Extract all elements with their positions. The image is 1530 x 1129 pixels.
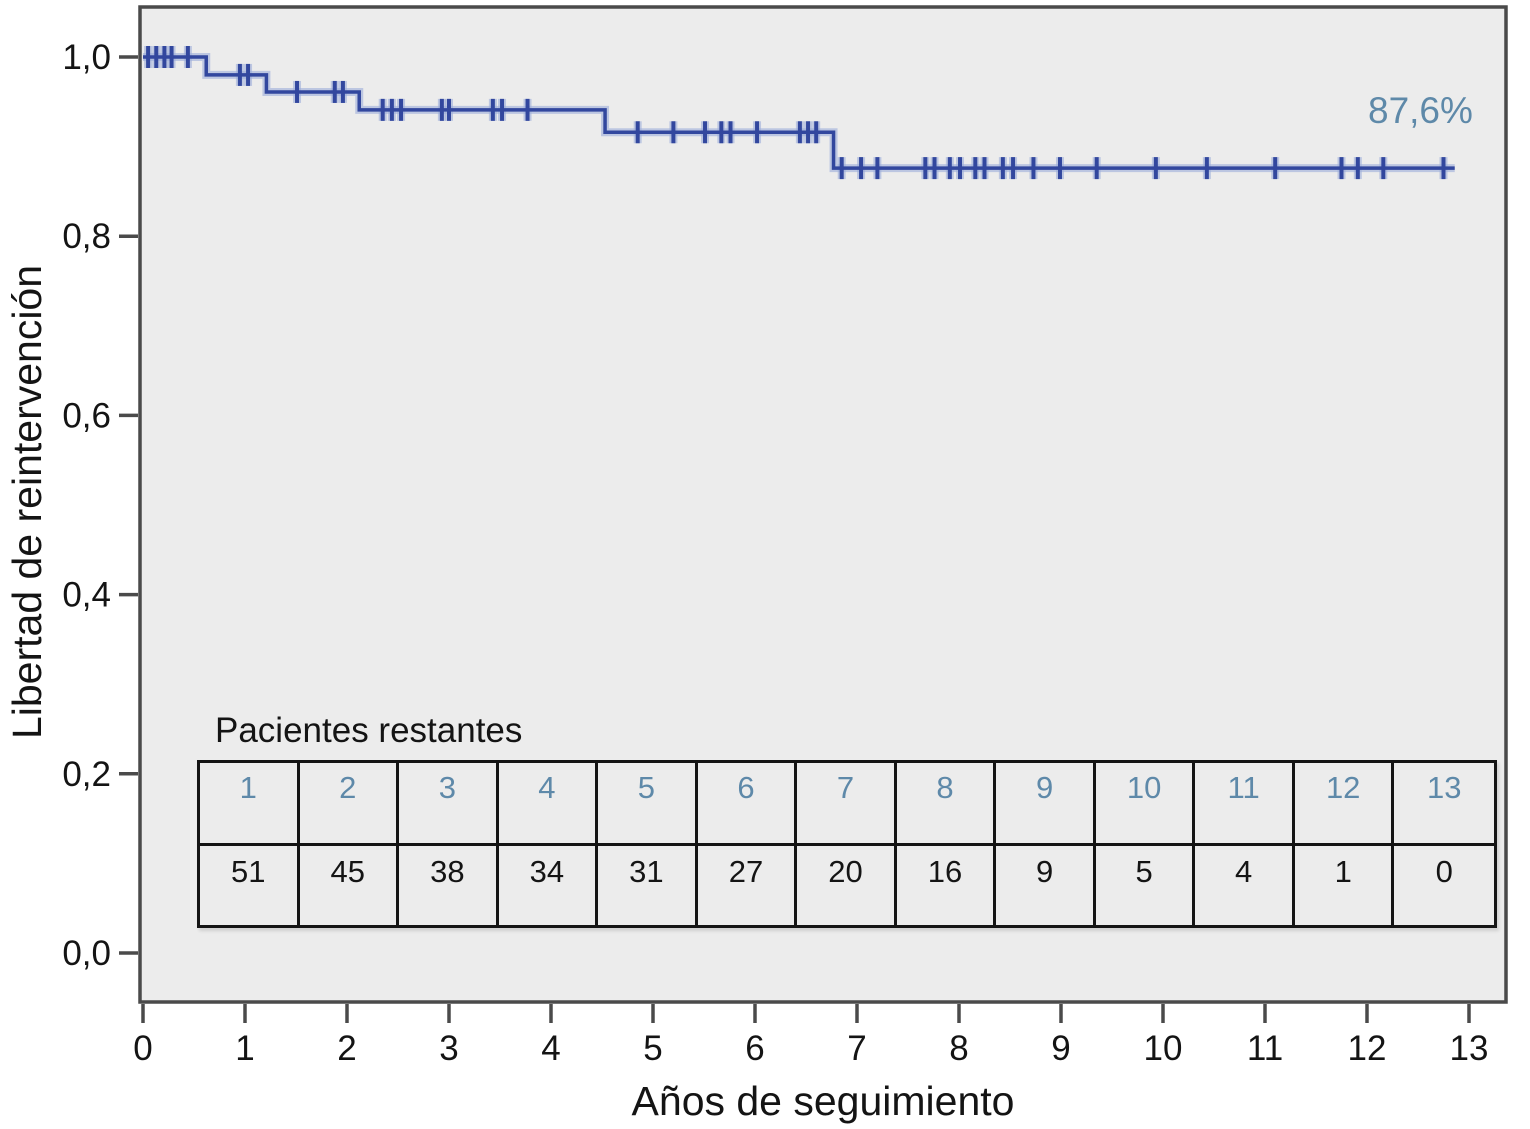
x-tick-label: 4 [541,1029,560,1068]
y-tick-label: 0,4 [62,576,111,615]
at-risk-count-cell: 0 [1435,854,1453,889]
x-tick-label: 0 [133,1029,152,1068]
at-risk-table: 1 2 3 4 5 6 7 8 9 10 11 12 13 51 45 38 34 31 27 20 16 9 5 4 1 0 [197,760,1497,928]
at-risk-year-cell: 5 [598,763,698,846]
at-risk-count-cell: 38 [399,846,499,925]
at-risk-count-cell: 1 [1295,846,1395,925]
x-tick-label: 2 [337,1029,356,1068]
at-risk-year-cell: 6 [697,763,798,846]
at-risk-count-cell: 51 [200,846,300,925]
at-risk-count-cell: 20 [797,846,897,925]
x-tick-label: 12 [1348,1029,1387,1068]
at-risk-count-cell: 9 [996,846,1096,925]
at-risk-count-cell: 45 [300,846,400,925]
at-risk-year-cell: 7 [797,763,897,846]
y-tick-label: 0,2 [62,755,111,794]
at-risk-year-cell: 13 [1394,763,1494,846]
at-risk-count-cell: 27 [698,846,798,925]
x-tick-label: 7 [847,1029,866,1068]
at-risk-year-cell: 3 [399,763,499,846]
at-risk-year-cell: 1 [200,763,300,846]
y-axis-title: Libertad de reintervención [4,264,50,740]
at-risk-year-cell: 10 [1095,763,1196,846]
x-axis-title: Años de seguimiento [631,1078,1015,1124]
x-tick-label: 9 [1051,1029,1070,1068]
survival-curve [143,55,1455,170]
x-tick-label: 3 [439,1029,458,1068]
at-risk-table-title: Pacientes restantes [215,711,523,750]
x-tick-label: 13 [1450,1029,1489,1068]
at-risk-year-cell: 12 [1294,763,1395,846]
y-tick-label: 1,0 [62,38,111,77]
x-tick-label: 10 [1144,1029,1183,1068]
at-risk-count-cell: 31 [598,846,698,925]
x-tick-label: 6 [745,1029,764,1068]
y-tick-label: 0,8 [62,217,111,256]
at-risk-count-cell: 34 [499,846,599,925]
x-tick-label: 11 [1247,1029,1283,1068]
at-risk-count-cell: 16 [897,846,997,925]
at-risk-year-cell: 2 [299,763,400,846]
at-risk-year-cell: 9 [996,763,1096,846]
at-risk-count-cell: 4 [1195,846,1295,925]
at-risk-year-cell: 4 [498,763,599,846]
at-risk-year-cell: 8 [896,763,997,846]
final-survival-annotation: 87,6% [1368,90,1473,131]
y-tick-label: 0,0 [62,934,111,973]
at-risk-year-cell: 11 [1195,763,1295,846]
y-tick-label: 0,6 [62,396,111,435]
x-tick-label: 5 [643,1029,662,1068]
x-tick-label: 8 [949,1029,968,1068]
x-tick-label: 1 [235,1029,254,1068]
at-risk-count-cell: 5 [1096,846,1196,925]
